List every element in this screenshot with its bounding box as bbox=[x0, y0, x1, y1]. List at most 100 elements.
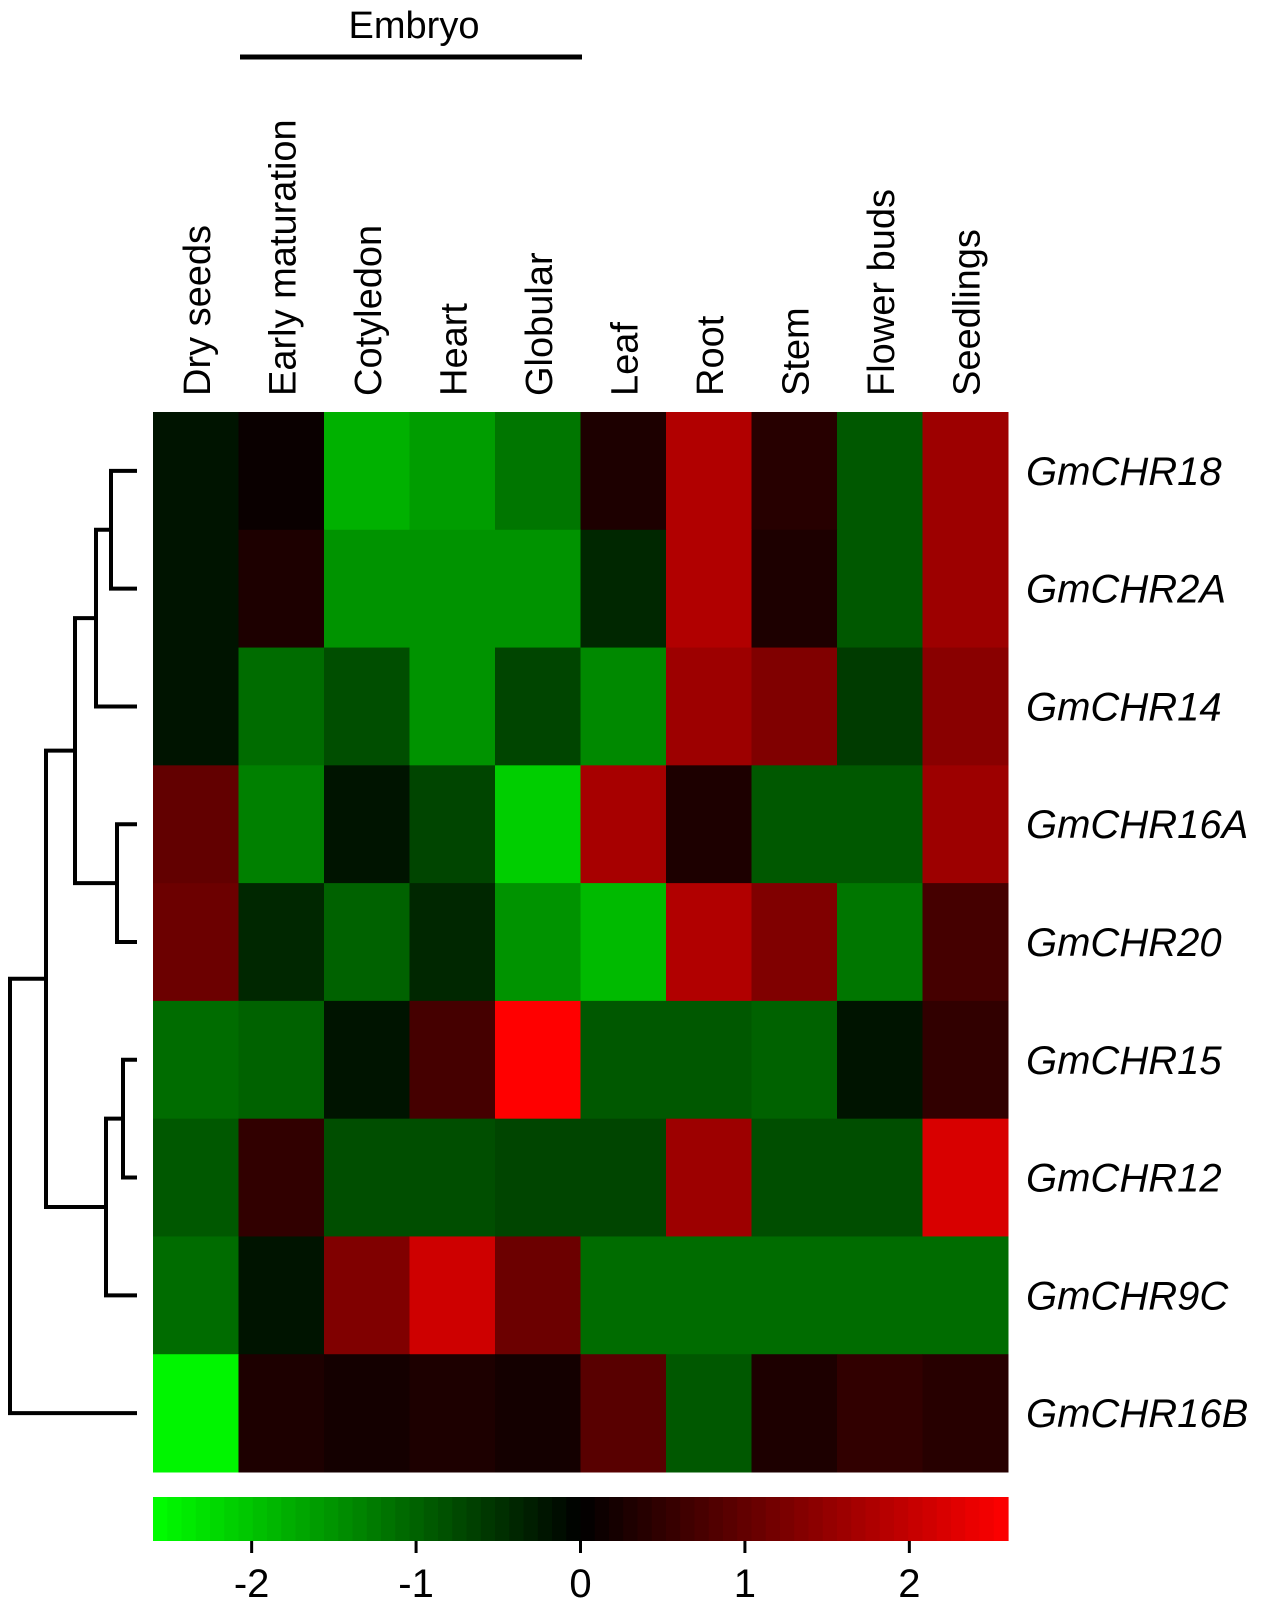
heatmap-cell bbox=[495, 1354, 581, 1473]
color-scale-step bbox=[822, 1497, 838, 1541]
heatmap-cell bbox=[580, 1000, 667, 1120]
column-label: Leaf bbox=[604, 322, 646, 396]
row-label: GmCHR18 bbox=[1026, 450, 1222, 494]
heatmap-cell bbox=[837, 765, 923, 884]
color-scale-step bbox=[238, 1497, 254, 1541]
heatmap-cell bbox=[837, 1236, 923, 1355]
heatmap-cell bbox=[922, 1118, 1009, 1237]
heatmap-cell bbox=[324, 412, 410, 531]
heatmap-cell bbox=[837, 647, 923, 766]
color-scale-step bbox=[965, 1497, 981, 1541]
color-scale-tick-label: -2 bbox=[234, 1562, 270, 1606]
color-scale-step bbox=[438, 1497, 453, 1541]
heatmap-cell bbox=[580, 1118, 667, 1237]
heatmap-cell bbox=[580, 765, 667, 884]
row-label: GmCHR16B bbox=[1026, 1392, 1248, 1436]
heatmap-cell bbox=[409, 1118, 496, 1237]
color-scale-step bbox=[153, 1497, 168, 1541]
color-scale-step bbox=[452, 1497, 468, 1541]
color-scale-step bbox=[908, 1497, 924, 1541]
color-scale-step bbox=[951, 1497, 966, 1541]
heatmap-cell bbox=[409, 412, 496, 531]
color-scale-step bbox=[936, 1497, 952, 1541]
heatmap-cell bbox=[751, 883, 838, 1002]
heatmap-cell bbox=[238, 1354, 325, 1473]
heatmap-cell bbox=[580, 1354, 667, 1473]
heatmap-cell bbox=[922, 1236, 1009, 1355]
color-scale-step bbox=[979, 1497, 995, 1541]
column-label: Heart bbox=[433, 303, 475, 396]
color-scale-step bbox=[495, 1497, 510, 1541]
color-scale-step bbox=[623, 1497, 639, 1541]
column-label: Cotyledon bbox=[348, 225, 390, 396]
color-scale-step bbox=[395, 1497, 411, 1541]
heatmap-cell bbox=[666, 1118, 752, 1237]
color-scale-ticks: -2 -1 0 1 2 bbox=[234, 1541, 920, 1606]
heatmap-cell bbox=[324, 1236, 410, 1355]
heatmap-cell bbox=[153, 412, 239, 531]
color-scale-step bbox=[509, 1497, 525, 1541]
heatmap-cell bbox=[409, 1354, 496, 1473]
heatmap-cell bbox=[238, 647, 325, 766]
color-scale-step bbox=[480, 1497, 496, 1541]
heatmap-cell bbox=[751, 529, 838, 649]
row-dendrogram bbox=[8, 468, 137, 1416]
color-scale-step bbox=[566, 1497, 582, 1541]
heatmap-cell bbox=[837, 1354, 923, 1473]
column-labels: Dry seeds Early maturation Cotyledon Heart G… bbox=[177, 119, 989, 396]
color-scale-step bbox=[523, 1497, 539, 1541]
heatmap-cell bbox=[580, 883, 667, 1002]
heatmap-cell bbox=[922, 765, 1009, 884]
column-label: Root bbox=[690, 315, 732, 396]
color-scale-bar bbox=[153, 1497, 1009, 1541]
heatmap-cell bbox=[666, 647, 752, 766]
heatmap-cell bbox=[666, 883, 752, 1002]
color-scale-step bbox=[751, 1497, 767, 1541]
color-scale-step bbox=[637, 1497, 653, 1541]
row-label: GmCHR14 bbox=[1026, 685, 1222, 729]
color-scale-step bbox=[309, 1497, 325, 1541]
heatmap-cell bbox=[837, 883, 923, 1002]
dendrogram-branch bbox=[121, 1057, 137, 1180]
heatmap-cell bbox=[837, 412, 923, 531]
heatmap-cell bbox=[324, 765, 410, 884]
heatmap-cell bbox=[409, 883, 496, 1002]
heatmap-cell bbox=[153, 1000, 239, 1120]
color-scale-step bbox=[694, 1497, 710, 1541]
heatmap-cell bbox=[153, 883, 239, 1002]
heatmap-cell bbox=[580, 647, 667, 766]
color-scale-step bbox=[409, 1497, 425, 1541]
color-scale-step bbox=[366, 1497, 382, 1541]
color-scale-step bbox=[993, 1497, 1009, 1541]
heatmap-cell bbox=[922, 883, 1009, 1002]
heatmap-cell bbox=[238, 1000, 325, 1120]
heatmap-cell bbox=[153, 647, 239, 766]
color-scale-step bbox=[267, 1497, 282, 1541]
heatmap-cell bbox=[495, 883, 581, 1002]
heatmap-cell bbox=[409, 647, 496, 766]
heatmap-cell bbox=[922, 412, 1009, 531]
dendrogram-branch bbox=[109, 468, 137, 591]
color-scale-step bbox=[737, 1497, 753, 1541]
color-scale-step bbox=[894, 1497, 909, 1541]
dendrogram-branch bbox=[8, 976, 137, 1416]
heatmap-cell bbox=[666, 1000, 752, 1120]
heatmap-cell bbox=[751, 1118, 838, 1237]
heatmap-cell bbox=[837, 1118, 923, 1237]
heatmap-cell bbox=[238, 412, 325, 531]
column-label: Flower buds bbox=[861, 189, 903, 396]
heatmap-cell bbox=[666, 765, 752, 884]
heatmap-cell bbox=[324, 1354, 410, 1473]
color-scale-step bbox=[580, 1497, 596, 1541]
row-label: GmCHR9C bbox=[1026, 1274, 1229, 1318]
heatmap-cell bbox=[666, 529, 752, 649]
color-scale-step bbox=[167, 1497, 183, 1541]
heatmap-cell bbox=[751, 1236, 838, 1355]
heatmap-cell bbox=[495, 647, 581, 766]
column-label: Seedlings bbox=[946, 229, 988, 396]
heatmap-cell bbox=[238, 883, 325, 1002]
heatmap-cell bbox=[666, 1236, 752, 1355]
color-scale-step bbox=[252, 1497, 268, 1541]
color-scale-step bbox=[224, 1497, 240, 1541]
